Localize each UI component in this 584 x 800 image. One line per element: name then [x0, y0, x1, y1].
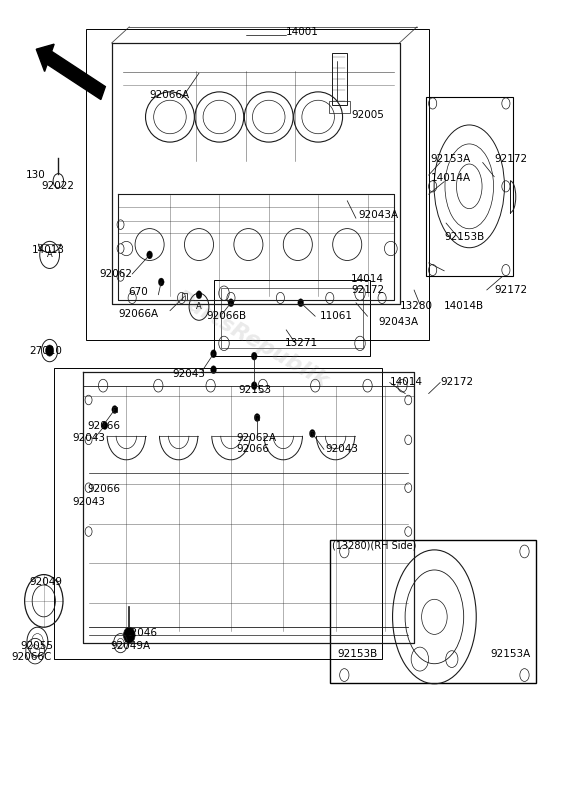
Text: 92172: 92172 — [440, 378, 474, 387]
Text: 92046: 92046 — [124, 628, 158, 638]
Text: 92049A: 92049A — [110, 641, 151, 650]
Text: 92172: 92172 — [494, 154, 527, 164]
Bar — [54, 368, 382, 659]
Text: 92153: 92153 — [238, 386, 272, 395]
Bar — [113, 406, 117, 412]
Circle shape — [117, 220, 124, 230]
Circle shape — [310, 430, 315, 438]
Text: 14001: 14001 — [286, 27, 319, 38]
Bar — [426, 97, 513, 277]
Text: 92043A: 92043A — [378, 317, 418, 327]
Circle shape — [298, 298, 304, 306]
Text: 14013: 14013 — [32, 245, 65, 255]
Text: 92043: 92043 — [72, 497, 105, 507]
Circle shape — [117, 272, 124, 282]
Text: 27010: 27010 — [29, 346, 62, 355]
Text: 92043A: 92043A — [359, 210, 399, 220]
Text: A: A — [196, 302, 202, 311]
Text: 92022: 92022 — [41, 182, 74, 191]
Text: (13280)(RH Side): (13280)(RH Side) — [332, 540, 416, 550]
Text: 670: 670 — [128, 287, 148, 298]
Text: 11061: 11061 — [320, 311, 353, 322]
Text: 92066A: 92066A — [119, 309, 159, 319]
FancyArrow shape — [36, 44, 105, 99]
Text: 92066C: 92066C — [12, 652, 52, 662]
Text: 14014: 14014 — [390, 378, 423, 387]
Circle shape — [123, 627, 135, 643]
Text: 92066: 92066 — [237, 445, 270, 454]
Text: 92062: 92062 — [99, 269, 132, 279]
Circle shape — [196, 290, 202, 298]
Text: 92043: 92043 — [326, 445, 359, 454]
Bar — [332, 54, 347, 105]
Text: 130: 130 — [26, 170, 46, 180]
Circle shape — [147, 251, 152, 259]
Circle shape — [254, 414, 260, 422]
Bar — [86, 30, 429, 340]
Text: 92066A: 92066A — [150, 90, 190, 101]
Bar — [255, 414, 259, 420]
Text: 92049: 92049 — [29, 577, 62, 586]
Text: 14014B: 14014B — [444, 301, 484, 311]
Circle shape — [251, 352, 257, 360]
Circle shape — [46, 345, 54, 356]
Bar — [330, 539, 536, 683]
Bar — [214, 281, 370, 356]
Text: 92153B: 92153B — [444, 231, 485, 242]
Text: 92066B: 92066B — [206, 311, 246, 322]
Text: 92153A: 92153A — [491, 649, 531, 658]
Circle shape — [102, 422, 108, 430]
Text: 14014: 14014 — [352, 274, 384, 284]
Bar — [182, 293, 187, 299]
Text: 92055: 92055 — [20, 641, 53, 650]
Circle shape — [158, 278, 164, 286]
Text: PartsRepublik: PartsRepublik — [171, 288, 332, 392]
Text: 92062A: 92062A — [237, 434, 277, 443]
Circle shape — [211, 350, 217, 358]
Text: 92066: 92066 — [88, 421, 120, 430]
Bar — [221, 288, 363, 348]
Text: 13280: 13280 — [399, 301, 433, 311]
Text: 92153B: 92153B — [338, 649, 378, 658]
Text: 92172: 92172 — [352, 285, 384, 295]
Circle shape — [211, 366, 217, 374]
Text: A: A — [47, 250, 53, 259]
Bar — [310, 430, 314, 436]
Text: 92043: 92043 — [72, 434, 105, 443]
Bar — [329, 101, 350, 113]
Text: 92153A: 92153A — [430, 154, 471, 164]
Text: 92043: 92043 — [173, 370, 206, 379]
Text: 92005: 92005 — [352, 110, 384, 119]
Circle shape — [251, 382, 257, 390]
Text: 92172: 92172 — [494, 285, 527, 295]
Text: 13271: 13271 — [285, 338, 318, 347]
Circle shape — [112, 406, 117, 414]
Text: 92066: 92066 — [88, 484, 120, 494]
Circle shape — [228, 298, 234, 306]
Circle shape — [117, 244, 124, 254]
Text: 14014A: 14014A — [430, 174, 471, 183]
